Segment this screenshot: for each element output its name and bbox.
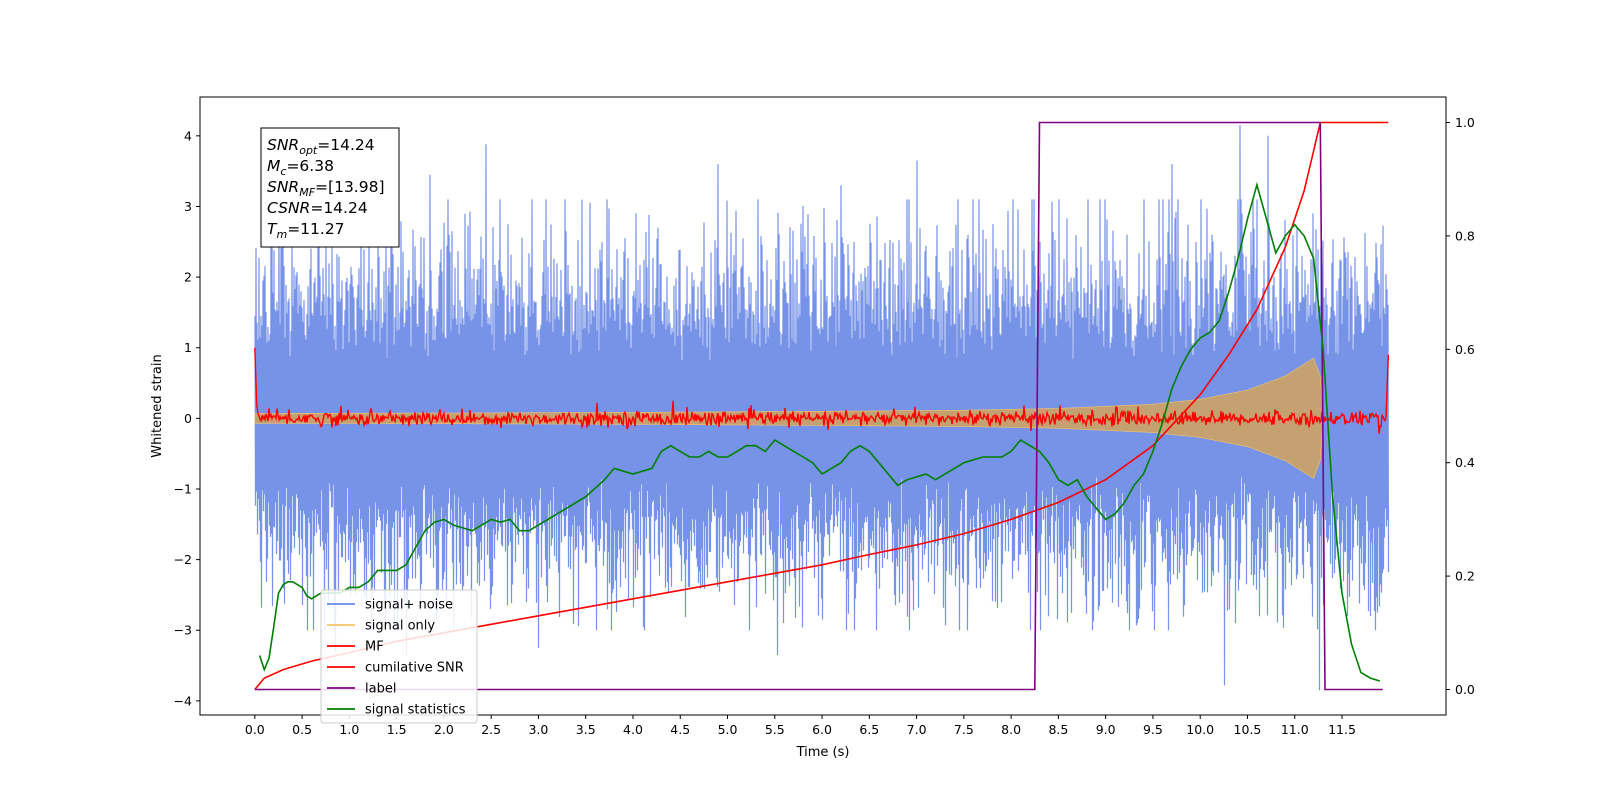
annotation-box-frame	[260, 127, 400, 248]
stats-annotation-box: SNRopt=14.24Mc=6.38SNRMF=[13.98]CSNR=14.…	[260, 127, 400, 248]
x-tick-label: 4.5	[670, 722, 690, 737]
annotation-line: SNRopt=14.24	[267, 136, 375, 157]
plot-frame	[199, 96, 1447, 716]
series-signal-statistics	[258, 181, 1381, 682]
x-tick-label: 1.0	[339, 722, 359, 737]
y-axis-left: 4 3 2 1 0 −1 −2 −3 −4	[174, 128, 200, 708]
annotation-line: CSNR=14.24	[267, 199, 368, 217]
series-label	[254, 121, 1383, 691]
x-tick-label: 6.5	[859, 722, 879, 737]
x-tick-label: 5.5	[765, 722, 785, 737]
y-axis-label: Whitened strain	[150, 354, 165, 457]
x-tick-label: 0.0	[245, 722, 265, 737]
x-tick-label: 0.5	[292, 722, 312, 737]
x-tick-label: 3.0	[528, 722, 548, 737]
y-tick-label: 0	[184, 411, 192, 426]
annotation-line: SNRMF=[13.98]	[267, 178, 385, 199]
legend-label-signal-noise: signal+ noise	[365, 598, 453, 613]
y2-tick-label: 0.0	[1455, 682, 1475, 697]
x-tick-label: 4.0	[623, 722, 643, 737]
annotation-line: Tm=11.27	[267, 220, 345, 241]
legend-label-signal-only: signal only	[365, 619, 435, 634]
series-layer	[254, 121, 1390, 691]
y-tick-label: 3	[184, 199, 192, 214]
legend-label-label: label	[365, 682, 396, 697]
y2-tick-label: 0.8	[1455, 228, 1475, 243]
series-signal-noise	[254, 125, 1390, 691]
y-axis-right: 1.0 0.8 0.6 0.4 0.2 0.0	[1446, 115, 1475, 697]
x-axis: 0.0 0.5 1.0 1.5 2.0 2.5 3.0 3.5 4.0 4.5 5.0 5.5 6.0 6…	[245, 715, 1356, 737]
y2-tick-label: 0.2	[1455, 569, 1475, 584]
y-tick-label: −2	[174, 552, 192, 567]
y2-tick-label: 0.4	[1455, 455, 1475, 470]
legend-label-signal-statistics: signal statistics	[365, 703, 466, 718]
x-tick-label: 1.5	[387, 722, 407, 737]
x-tick-label: 9.5	[1143, 722, 1163, 737]
y-tick-label: −4	[174, 693, 192, 708]
legend-label-mf: MF	[365, 640, 384, 655]
x-tick-label: 3.5	[576, 722, 596, 737]
x-tick-label: 6.0	[812, 722, 832, 737]
y-tick-label: −1	[174, 481, 192, 496]
x-tick-label: 7.5	[954, 722, 974, 737]
y-tick-label: 2	[184, 270, 192, 285]
y-tick-label: 4	[184, 128, 192, 143]
x-tick-label: 11.5	[1328, 722, 1356, 737]
x-tick-label: 10.0	[1186, 722, 1214, 737]
series-mf	[254, 347, 1389, 434]
y-tick-label: 1	[184, 340, 192, 355]
legend: signal+ noise signal only MF cumilative SNR…	[320, 589, 478, 724]
legend-frame	[320, 589, 478, 724]
x-tick-label: 10.5	[1234, 722, 1262, 737]
y2-tick-label: 0.6	[1455, 342, 1475, 357]
x-tick-label: 8.5	[1048, 722, 1068, 737]
x-tick-label: 9.0	[1096, 722, 1116, 737]
y-tick-label: −3	[174, 623, 192, 638]
x-tick-label: 8.0	[1001, 722, 1021, 737]
legend-label-cumilative-snr: cumilative SNR	[365, 661, 464, 676]
annotation-line: Mc=6.38	[267, 157, 334, 178]
x-tick-label: 5.0	[718, 722, 738, 737]
x-tick-label: 2.5	[481, 722, 501, 737]
x-tick-label: 2.0	[434, 722, 454, 737]
x-axis-label: Time (s)	[796, 745, 850, 760]
x-tick-label: 7.0	[907, 722, 927, 737]
x-tick-label: 11.0	[1281, 722, 1309, 737]
y2-tick-label: 1.0	[1455, 115, 1475, 130]
